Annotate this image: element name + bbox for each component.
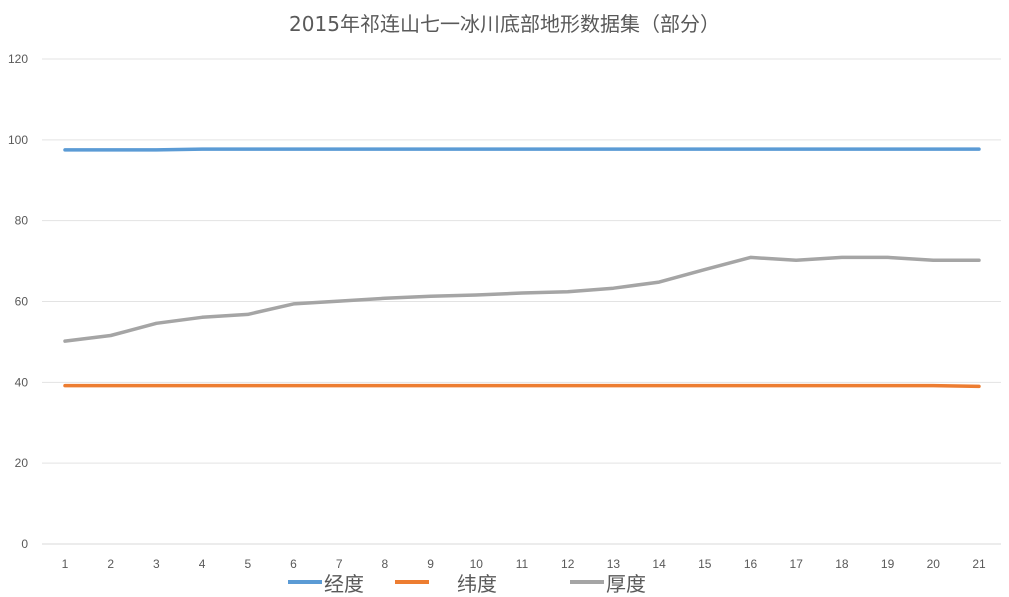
- legend-swatch-gray-icon: [570, 580, 604, 584]
- legend-item-latitude: 纬度: [395, 570, 497, 596]
- legend-label: 厚度: [606, 571, 646, 596]
- y-tick-label: 0: [21, 537, 28, 551]
- x-tick-label: 14: [652, 557, 666, 570]
- gridlines: [42, 58, 1001, 545]
- x-tick-label: 11: [516, 557, 529, 570]
- x-tick-label: 9: [427, 557, 434, 570]
- y-tick-label: 100: [8, 133, 28, 147]
- x-axis-ticks: 1 2 3 4 5 6 7 8 9 10 11 12 13 14 15 16 17 18 19 20 21: [62, 557, 986, 570]
- y-axis-ticks: 0 20 40 60 80 100 120: [8, 52, 28, 551]
- series-line: [63, 255, 981, 343]
- y-tick-label: 80: [15, 214, 29, 228]
- x-tick-label: 4: [199, 557, 206, 570]
- x-tick-label: 1: [62, 557, 69, 570]
- x-tick-label: 12: [561, 557, 575, 570]
- x-tick-label: 16: [744, 557, 758, 570]
- y-tick-label: 20: [15, 456, 29, 470]
- y-tick-label: 40: [15, 375, 29, 389]
- legend-label: 经度: [324, 571, 364, 596]
- x-tick-label: 3: [153, 557, 160, 570]
- legend-item-thickness: 厚度: [570, 570, 646, 596]
- x-tick-label: 8: [382, 557, 389, 570]
- x-tick-label: 2: [107, 557, 114, 570]
- x-tick-label: 7: [336, 557, 343, 570]
- x-tick-label: 13: [607, 557, 621, 570]
- x-tick-label: 6: [290, 557, 297, 570]
- y-tick-label: 60: [15, 295, 29, 309]
- legend-swatch-orange-icon: [395, 580, 429, 584]
- x-tick-label: 19: [881, 557, 895, 570]
- legend-item-longitude: 经度: [288, 570, 364, 596]
- x-tick-label: 18: [835, 557, 849, 570]
- x-tick-label: 17: [790, 557, 804, 570]
- series-line: [63, 147, 981, 152]
- x-tick-label: 5: [244, 557, 251, 570]
- chart-legend: 经度 纬度 厚度: [0, 570, 1009, 596]
- series-lines: [63, 147, 981, 389]
- x-tick-label: 20: [927, 557, 941, 570]
- chart-title: 2015年祁连山七一冰川底部地形数据集（部分）: [289, 12, 720, 36]
- legend-label: 纬度: [457, 571, 497, 596]
- y-tick-label: 120: [8, 52, 28, 66]
- x-tick-label: 10: [470, 557, 484, 570]
- series-line: [63, 383, 981, 389]
- x-tick-label: 21: [972, 557, 986, 570]
- legend-swatch-blue-icon: [288, 580, 322, 584]
- x-tick-label: 15: [698, 557, 712, 570]
